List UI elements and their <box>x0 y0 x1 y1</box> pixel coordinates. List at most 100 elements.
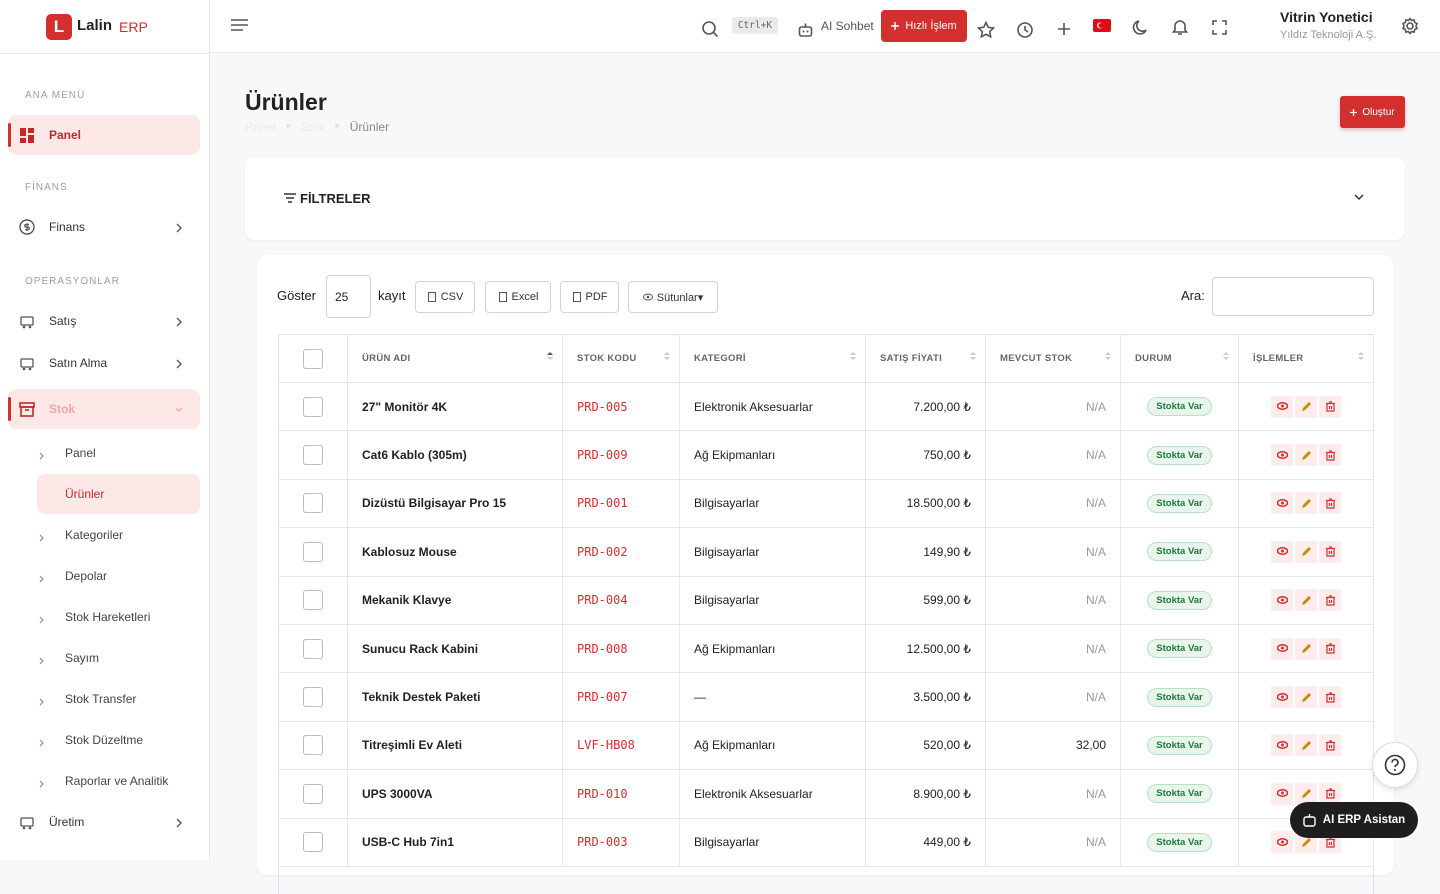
row-checkbox[interactable] <box>303 687 323 708</box>
breadcrumb-item[interactable]: Panel <box>245 120 276 134</box>
delete-action[interactable] <box>1319 686 1341 709</box>
product-name[interactable]: Teknik Destek Paketi <box>362 690 481 705</box>
stock-code[interactable]: PRD-005 <box>577 399 628 414</box>
nav-subitem[interactable]: Stok Düzeltme <box>37 720 200 760</box>
settings[interactable] <box>1401 17 1419 35</box>
view-action[interactable] <box>1271 831 1293 854</box>
stock-code[interactable]: PRD-003 <box>577 835 628 850</box>
product-name[interactable]: Cat6 Kablo (305m) <box>362 448 467 463</box>
header-cell[interactable]: MEVCUT STOK <box>986 335 1121 382</box>
brand-name[interactable]: Lalin <box>77 17 113 34</box>
product-name[interactable]: 27" Monitör 4K <box>362 399 448 414</box>
nav-subitem[interactable]: Panel <box>37 433 200 473</box>
product-name[interactable]: Dizüstü Bilgisayar Pro 15 <box>362 496 507 511</box>
nav-subitem[interactable]: Ürünler <box>37 474 200 514</box>
view-action[interactable] <box>1271 734 1293 757</box>
view-action[interactable] <box>1271 589 1293 612</box>
nav-item[interactable]: Stok <box>8 389 200 429</box>
select-all[interactable] <box>303 348 323 369</box>
view-action[interactable] <box>1271 540 1293 563</box>
ai-icon[interactable] <box>798 22 813 38</box>
edit-action[interactable] <box>1295 395 1317 418</box>
nav-item[interactable]: Panel <box>8 115 200 155</box>
edit-action[interactable] <box>1295 734 1317 757</box>
view-action[interactable] <box>1271 782 1293 805</box>
row-checkbox[interactable] <box>303 445 323 466</box>
export-button[interactable]: Excel <box>485 281 551 313</box>
header-cell[interactable]: STOK KODU <box>563 335 680 382</box>
create-button[interactable]: Oluştur <box>1340 96 1405 128</box>
breadcrumb-item[interactable]: Stok <box>300 120 325 134</box>
header-cell[interactable]: SATIŞ FİYATI <box>866 335 986 382</box>
product-name[interactable]: Kablosuz Mouse <box>362 544 457 559</box>
stock-code[interactable]: PRD-007 <box>577 690 628 705</box>
page-size[interactable]: 25 <box>326 275 371 318</box>
nav-item[interactable]: Üretim <box>8 802 200 842</box>
nav-subitem[interactable]: Sayım <box>37 638 200 678</box>
header-cell[interactable]: KATEGORİ <box>680 335 866 382</box>
header-cell[interactable]: DURUM <box>1121 335 1239 382</box>
export-button[interactable]: Sütunlar▾ <box>628 281 718 313</box>
fullscreen[interactable] <box>1212 20 1227 35</box>
edit-action[interactable] <box>1295 782 1317 805</box>
row-checkbox[interactable] <box>303 396 323 417</box>
edit-action[interactable] <box>1295 492 1317 515</box>
nav-item[interactable]: Satış <box>8 301 200 341</box>
filters-card[interactable]: FİLTRELER <box>245 157 1405 240</box>
stock-code[interactable]: PRD-001 <box>577 496 628 511</box>
view-action[interactable] <box>1271 637 1293 660</box>
nav-subitem[interactable]: Depolar <box>37 556 200 596</box>
export-button[interactable]: PDF <box>560 281 619 313</box>
product-name[interactable]: UPS 3000VA <box>362 786 433 801</box>
row-checkbox[interactable] <box>303 541 323 562</box>
edit-action[interactable] <box>1295 444 1317 467</box>
product-name[interactable]: Mekanik Klavye <box>362 593 452 608</box>
stock-code[interactable]: PRD-009 <box>577 448 628 463</box>
history[interactable] <box>1016 21 1034 39</box>
delete-action[interactable] <box>1319 395 1341 418</box>
edit-action[interactable] <box>1295 589 1317 612</box>
product-name[interactable]: USB-C Hub 7in1 <box>362 835 455 850</box>
favorites[interactable] <box>977 21 995 39</box>
ai-chat[interactable]: AI Sohbet <box>821 19 874 33</box>
user-name[interactable]: Vitrin Yonetici <box>1280 9 1373 25</box>
quick-action[interactable]: Hızlı İşlem <box>881 10 967 42</box>
language-flag[interactable] <box>1093 19 1111 32</box>
header-cell[interactable]: İŞLEMLER <box>1239 335 1374 382</box>
help-button[interactable] <box>1372 742 1418 788</box>
nav-item[interactable]: Satın Alma <box>8 343 200 383</box>
stock-code[interactable]: LVF-HB08 <box>577 738 635 753</box>
product-name[interactable]: Sunucu Rack Kabini <box>362 641 479 656</box>
stock-code[interactable]: PRD-002 <box>577 544 628 559</box>
nav-subitem[interactable]: Stok Transfer <box>37 679 200 719</box>
delete-action[interactable] <box>1319 540 1341 563</box>
nav-subitem[interactable]: Raporlar ve Analitik <box>37 761 200 801</box>
view-action[interactable] <box>1271 686 1293 709</box>
row-checkbox[interactable] <box>303 832 323 853</box>
filters-chevron[interactable] <box>1354 194 1364 201</box>
nav-subitem[interactable]: Kategoriler <box>37 515 200 555</box>
delete-action[interactable] <box>1319 589 1341 612</box>
view-action[interactable] <box>1271 444 1293 467</box>
view-action[interactable] <box>1271 492 1293 515</box>
product-name[interactable]: Titreşimli Ev Aleti <box>362 738 463 753</box>
stock-code[interactable]: PRD-008 <box>577 641 628 656</box>
add[interactable] <box>1057 22 1071 36</box>
row-checkbox[interactable] <box>303 783 323 804</box>
stock-code[interactable]: PRD-004 <box>577 593 628 608</box>
row-checkbox[interactable] <box>303 493 323 514</box>
edit-action[interactable] <box>1295 637 1317 660</box>
nav-subitem[interactable]: Stok Hareketleri <box>37 597 200 637</box>
delete-action[interactable] <box>1319 637 1341 660</box>
export-button[interactable]: CSV <box>415 281 475 313</box>
search-icon[interactable] <box>701 20 719 38</box>
brand-logo[interactable]: L <box>46 14 72 40</box>
row-checkbox[interactable] <box>303 735 323 756</box>
delete-action[interactable] <box>1319 734 1341 757</box>
row-checkbox[interactable] <box>303 638 323 659</box>
stock-code[interactable]: PRD-010 <box>577 786 628 801</box>
edit-action[interactable] <box>1295 540 1317 563</box>
delete-action[interactable] <box>1319 782 1341 805</box>
menu-toggle[interactable] <box>230 17 250 35</box>
nav-item[interactable]: Finans <box>8 207 200 247</box>
